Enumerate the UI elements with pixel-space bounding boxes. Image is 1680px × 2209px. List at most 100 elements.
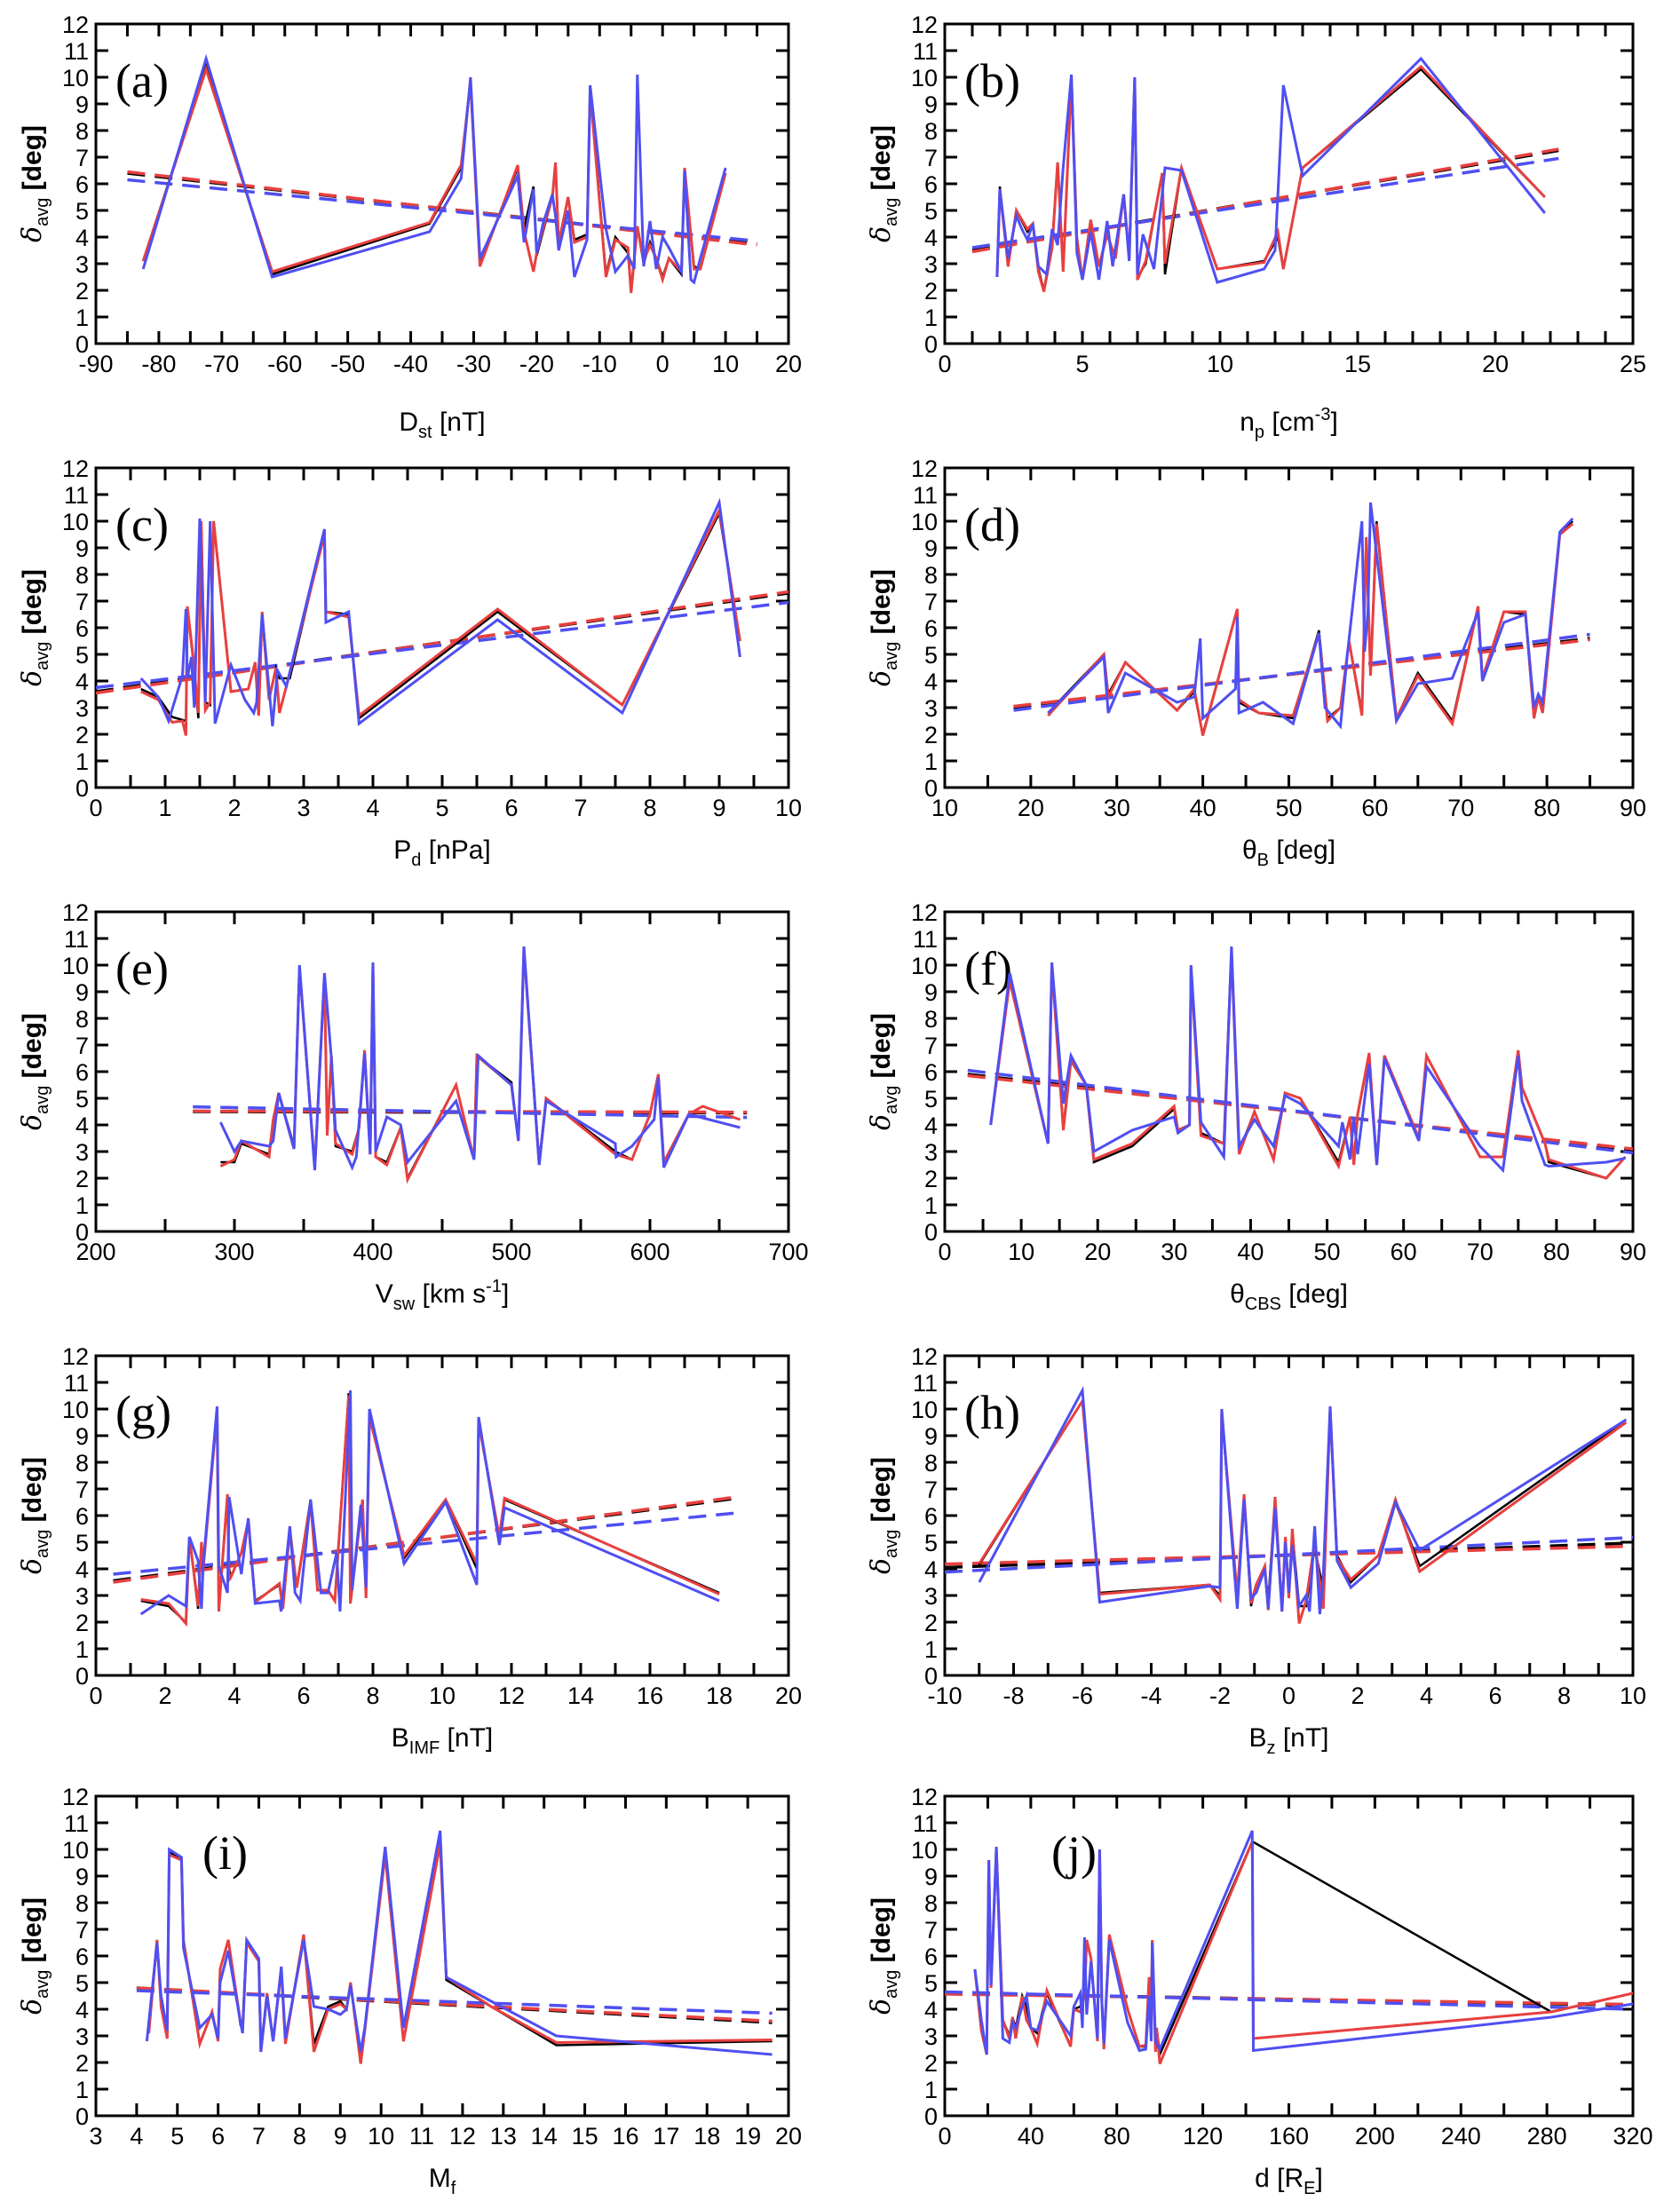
y-tick-label: 7 [75,589,89,615]
y-tick-label: 5 [75,198,89,225]
y-tick-label: 12 [911,899,938,926]
x-tick-label: 80 [1543,1239,1570,1265]
y-axis-title: δavg [deg] [17,1897,52,2015]
y-tick-label: 8 [924,1006,938,1033]
y-tick-label: 7 [75,1477,89,1503]
y-tick-label: 9 [924,979,938,1006]
x-tick-label: 600 [630,1239,670,1265]
y-tick-label: 6 [924,1503,938,1530]
y-tick-label: 6 [75,615,89,642]
y-tick-label: 5 [924,198,938,225]
series-line-red [1047,522,1574,736]
y-tick-label: 2 [75,2050,89,2077]
x-tick-label: 90 [1620,795,1646,821]
x-tick-label: 10 [1207,351,1233,377]
x-tick-label: 0 [89,1682,102,1709]
x-tick-label: 0 [656,351,670,377]
y-tick-label: 8 [924,1890,938,1917]
y-tick-label: 2 [75,1166,89,1192]
y-tick-label: 10 [911,1837,938,1864]
x-tick-label: 60 [1391,1239,1417,1265]
x-tick-label: 2 [1351,1682,1364,1709]
x-tick-label: 10 [429,1682,456,1709]
y-tick-label: 10 [62,65,89,91]
y-tick-label: 8 [924,562,938,589]
x-tick-label: 9 [334,2123,347,2150]
series-line-black [978,1397,1628,1610]
x-tick-label: -70 [204,351,239,377]
series-line-blue [995,56,1546,284]
y-tick-label: 1 [924,305,938,331]
x-tick-label: 8 [643,795,656,821]
fit-line-blue [1013,632,1590,712]
series-line-blue [219,946,741,1171]
fit-line-blue [113,1511,737,1576]
x-axis-title: Vsw [km s-1] [376,1277,510,1314]
data-layer [971,56,1559,292]
y-tick-label: 9 [924,535,938,562]
panel-label: (b) [964,54,1020,107]
y-tick-label: 1 [75,2077,89,2103]
plot-frame [943,910,1635,1233]
y-tick-label: 2 [924,2050,938,2077]
y-tick-label: 0 [75,2103,89,2130]
y-tick-label: 3 [924,1583,938,1610]
y-tick-label: 12 [62,1784,89,1810]
plot-frame [943,22,1635,345]
y-tick-label: 7 [924,1033,938,1059]
x-tick-label: 20 [775,351,802,377]
y-tick-label: 1 [924,1192,938,1219]
plot-frame [94,1794,790,2118]
x-tick-label: 14 [531,2123,558,2150]
y-tick-label: 11 [913,38,938,65]
x-tick-label: -10 [582,351,617,377]
x-tick-label: 18 [693,2123,720,2150]
x-tick-label: 70 [1467,1239,1494,1265]
x-tick-label: 40 [1237,1239,1264,1265]
y-tick-label: 0 [75,775,89,802]
x-axis-title: Pd [nPa] [393,835,491,870]
y-tick-label: 6 [924,171,938,198]
y-tick-label: 8 [924,1450,938,1477]
y-tick-label: 3 [75,2023,89,2050]
x-tick-label: 10 [931,795,958,821]
y-tick-label: 1 [924,1636,938,1663]
y-tick-label: 6 [924,615,938,642]
y-tick-label: 2 [924,722,938,748]
x-tick-label: 0 [938,2123,951,2150]
series-line-blue [141,53,727,285]
series-line-blue [139,497,741,727]
x-tick-label: -50 [330,351,365,377]
x-tick-label: 3 [89,2123,102,2150]
y-tick-label: 4 [924,225,938,251]
y-tick-label: 3 [75,1139,89,1166]
y-tick-label: 1 [75,305,89,331]
y-tick-label: 1 [924,2077,938,2103]
x-tick-label: -8 [1002,1682,1024,1709]
data-layer [136,1830,773,2064]
y-tick-label: 10 [911,1397,938,1423]
fit-line-blue [971,156,1559,249]
x-tick-label: 300 [214,1239,254,1265]
y-axis-title: δavg [deg] [17,1013,52,1130]
y-tick-label: 0 [924,2103,938,2130]
x-tick-label: -60 [267,351,302,377]
x-tick-label: -10 [927,1682,962,1709]
x-tick-label: 5 [1075,351,1089,377]
y-tick-label: 7 [924,1917,938,1944]
y-tick-label: 4 [924,1112,938,1139]
y-tick-label: 11 [64,1370,89,1397]
x-tick-label: 10 [368,2123,394,2150]
y-tick-label: 5 [75,1970,89,1997]
x-axis-title: θCBS [deg] [1230,1279,1348,1314]
y-tick-label: 9 [75,1423,89,1450]
y-tick-label: 5 [75,1530,89,1556]
y-tick-label: 10 [911,953,938,979]
y-tick-label: 0 [924,1663,938,1690]
y-tick-label: 0 [75,331,89,358]
y-tick-label: 4 [924,669,938,695]
